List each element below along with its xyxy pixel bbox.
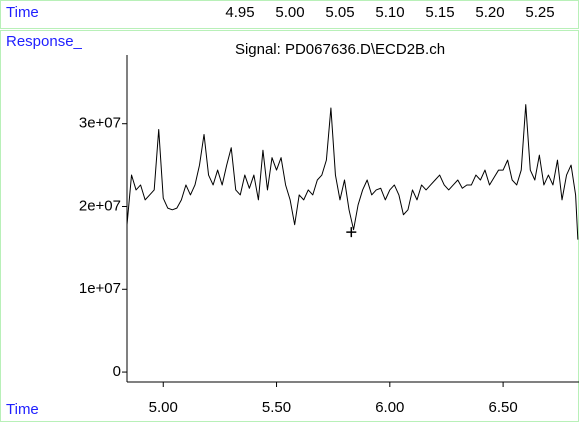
x-tick-label: 5.50 <box>262 399 291 416</box>
x-tick-label: 6.50 <box>488 399 517 416</box>
top-tick-label: 5.05 <box>325 4 354 21</box>
y-tick-label: 2e+07 <box>79 197 121 214</box>
cursor-marker <box>346 227 357 238</box>
x-axis-label: Time <box>6 401 39 418</box>
x-tick-label: 5.00 <box>149 399 178 416</box>
top-tick-label: 5.20 <box>475 4 504 21</box>
y-axis-label: Response_ <box>6 33 83 50</box>
y-tick-label: 0 <box>113 363 121 380</box>
y-tick-label: 1e+07 <box>79 280 121 297</box>
top-axis-label: Time <box>6 4 39 21</box>
signal-trace <box>126 104 579 240</box>
plot-border <box>0 30 579 422</box>
y-tick-label: 3e+07 <box>79 115 121 132</box>
top-tick-label: 5.10 <box>375 4 404 21</box>
top-tick-label: 4.95 <box>225 4 254 21</box>
top-tick-label: 5.00 <box>275 4 304 21</box>
chart-title: Signal: PD067636.D\ECD2B.ch <box>235 41 445 58</box>
x-tick-label: 6.00 <box>375 399 404 416</box>
top-tick-label: 5.25 <box>525 4 554 21</box>
top-tick-label: 5.15 <box>425 4 454 21</box>
